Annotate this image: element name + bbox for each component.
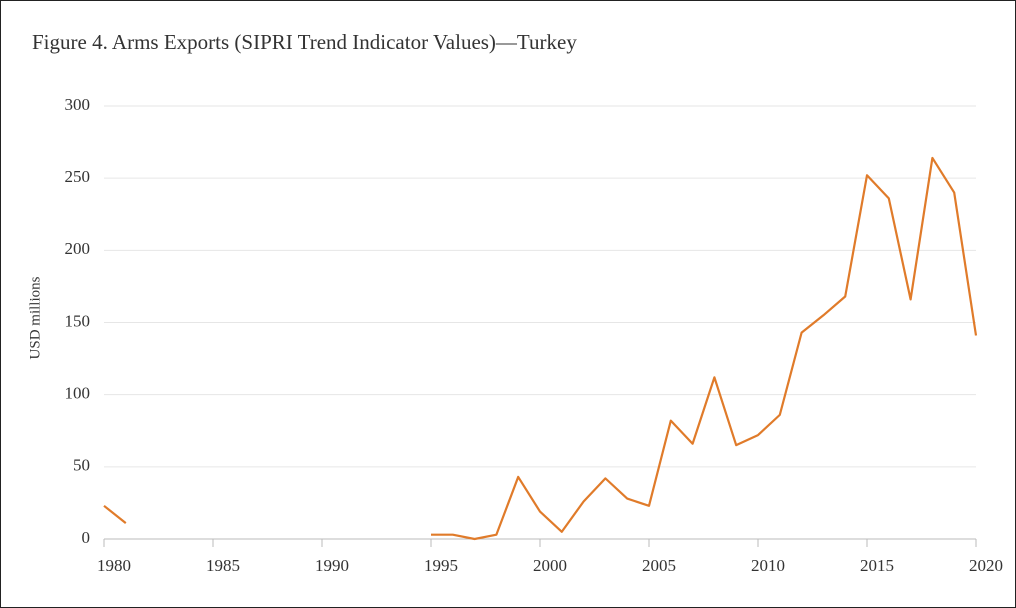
- x-tick-label: 1990: [315, 556, 349, 575]
- y-axis-label: USD millions: [27, 276, 43, 359]
- y-tick-label: 50: [73, 456, 90, 475]
- x-tick-label: 2010: [751, 556, 785, 575]
- x-tick-label: 2015: [860, 556, 894, 575]
- chart-title: Figure 4. Arms Exports (SIPRI Trend Indi…: [32, 30, 577, 54]
- x-tick-label: 2005: [642, 556, 676, 575]
- x-tick-label: 1995: [424, 556, 458, 575]
- y-tick-label: 150: [65, 311, 91, 330]
- x-tick-label: 1980: [97, 556, 131, 575]
- y-tick-label: 200: [65, 239, 91, 258]
- y-tick-label: 0: [82, 528, 91, 547]
- y-tick-label: 300: [65, 95, 91, 114]
- x-tick-label: 2000: [533, 556, 567, 575]
- x-tick-label: 1985: [206, 556, 240, 575]
- y-tick-label: 250: [65, 167, 91, 186]
- x-tick-label: 2020: [969, 556, 1003, 575]
- data-line: [103, 156, 978, 541]
- y-tick-label: 100: [65, 384, 91, 403]
